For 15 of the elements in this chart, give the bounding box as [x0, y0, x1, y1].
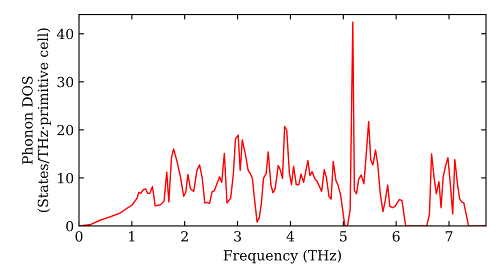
y-tick-label: 30	[58, 76, 74, 88]
x-tick-label: 2	[181, 231, 188, 242]
x-axis-title: Frequency (THz)	[224, 250, 341, 264]
x-tick-label: 3	[234, 231, 241, 242]
x-tick-label: 1	[129, 231, 134, 242]
x-tick-label: 7	[446, 231, 452, 242]
y-tick-label: 40	[56, 28, 74, 40]
y-tick-label: 10	[58, 172, 74, 184]
y-axis-title: Phonon DOS (States/THz·primitive cell)	[22, 28, 51, 212]
x-tick-label: 4	[286, 231, 294, 242]
x-tick-label: 6	[392, 231, 400, 242]
y-tick-label: 0	[66, 220, 74, 232]
y-tick-label: 20	[57, 124, 74, 136]
x-tick-label: 0	[75, 231, 82, 242]
x-tick-label: 5	[340, 231, 347, 242]
